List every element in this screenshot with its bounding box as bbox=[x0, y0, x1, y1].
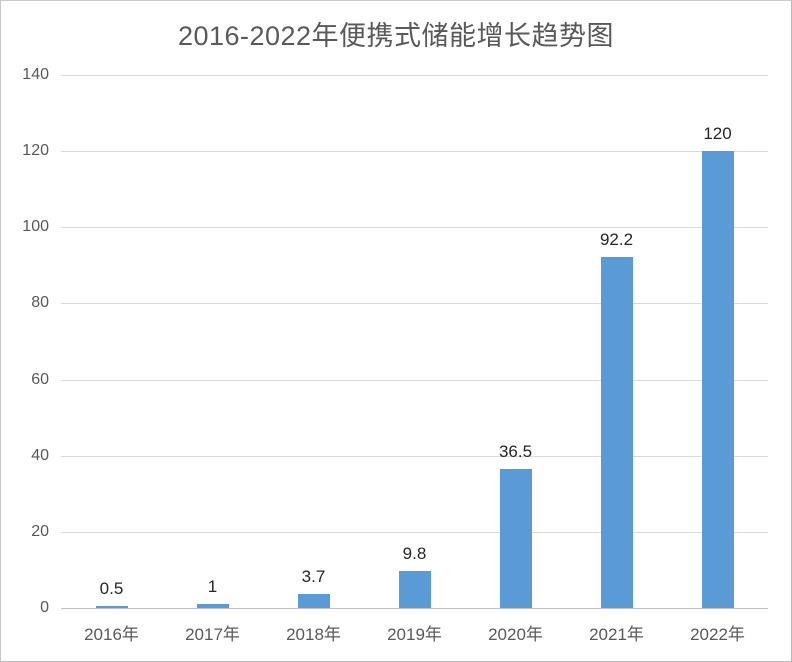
bar-series: 0.5 1 3.7 9.8 36.5 92.2 120 bbox=[61, 75, 768, 608]
bar-value-label: 9.8 bbox=[402, 543, 427, 563]
gridline bbox=[61, 379, 768, 381]
bar-2017 bbox=[196, 604, 229, 608]
x-axis-category-label: 2021年 bbox=[589, 625, 644, 644]
gridline bbox=[61, 531, 768, 533]
bar-value-label: 3.7 bbox=[301, 566, 326, 586]
x-axis-line bbox=[61, 608, 768, 609]
bar-column-2019: 9.8 bbox=[364, 75, 465, 608]
bar-column-2022: 120 bbox=[667, 75, 768, 608]
bar-column-2018: 3.7 bbox=[263, 75, 364, 608]
bar-column-2021: 92.2 bbox=[566, 75, 667, 608]
bar-2018 bbox=[297, 593, 330, 608]
y-axis-tick-label: 100 bbox=[22, 218, 49, 236]
y-axis-tick-label: 60 bbox=[31, 370, 49, 388]
bar-2019 bbox=[398, 570, 431, 608]
y-axis-tick-label: 120 bbox=[22, 142, 49, 160]
bar-value-label: 1 bbox=[207, 577, 218, 597]
x-axis-category-label: 2020年 bbox=[488, 625, 543, 644]
plot-area: 0 20 40 60 80 100 120 140 0.5 1 3.7 9.8 36.5 92.2 120… bbox=[22, 66, 768, 644]
bar-2021 bbox=[600, 256, 633, 608]
x-axis: 2016年 2017年 2018年 2019年 2020年 2021年 2022年 bbox=[61, 608, 768, 645]
y-axis-tick-label: 140 bbox=[22, 66, 49, 83]
bar-2016 bbox=[95, 606, 128, 608]
bar-column-2020: 36.5 bbox=[465, 75, 566, 608]
chart-title: 2016-2022年便携式储能增长趋势图 bbox=[177, 21, 615, 51]
gridline bbox=[61, 303, 768, 305]
y-axis-tick-label: 20 bbox=[31, 522, 49, 540]
gridline bbox=[61, 455, 768, 457]
y-axis-tick-label: 40 bbox=[31, 446, 49, 464]
bar-column-2016: 0.5 bbox=[61, 75, 162, 608]
x-axis-category-label: 2018年 bbox=[286, 625, 341, 644]
bar-value-label: 0.5 bbox=[99, 579, 124, 599]
gridline bbox=[61, 75, 768, 76]
x-axis-category-label: 2019年 bbox=[387, 625, 442, 644]
gridline bbox=[61, 151, 768, 153]
bar-value-label: 36.5 bbox=[498, 442, 533, 462]
bar-2022 bbox=[701, 151, 734, 608]
bar-value-label: 120 bbox=[703, 124, 732, 144]
bar-2020 bbox=[499, 469, 532, 608]
gridline bbox=[61, 227, 768, 229]
x-axis-category-label: 2022年 bbox=[690, 625, 745, 644]
x-axis-category-label: 2016年 bbox=[84, 625, 139, 644]
bar-value-label: 92.2 bbox=[599, 229, 634, 249]
y-axis-tick-label: 0 bbox=[40, 599, 49, 616]
y-axis-tick-label: 80 bbox=[31, 294, 49, 312]
bar-column-2017: 1 bbox=[162, 75, 263, 608]
x-axis-category-label: 2017年 bbox=[185, 625, 240, 644]
